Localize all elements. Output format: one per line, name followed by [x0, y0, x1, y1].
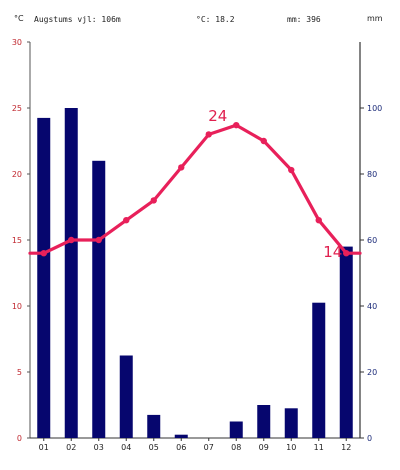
temperature-point [95, 236, 102, 244]
x-axis-ticks: 01 02 03 04 05 06 07 08 09 10 11 12 [39, 438, 351, 452]
temperature-point [260, 137, 267, 145]
x-tick-label: 07 [204, 443, 214, 452]
precipitation-bar [312, 302, 326, 438]
temperature-line-layer [28, 121, 362, 257]
x-tick-label: 05 [149, 443, 159, 452]
left-tick-label: 25 [12, 104, 22, 113]
precipitation-bar [92, 160, 106, 439]
precipitation-bar [174, 434, 188, 438]
annotations: 24 14 [208, 107, 342, 261]
x-tick-label: 01 [39, 443, 49, 452]
x-tick-label: 11 [314, 443, 324, 452]
temperature-point [233, 121, 240, 129]
x-tick-label: 08 [231, 443, 241, 452]
mean-temperature-label: °C: 18.2 [196, 15, 235, 24]
precipitation-bar [147, 414, 161, 438]
precipitation-bar [339, 246, 353, 438]
right-tick-label: 60 [367, 236, 377, 245]
x-tick-label: 10 [286, 443, 296, 452]
right-tick-label: 20 [367, 368, 377, 377]
x-tick-label: 02 [66, 443, 76, 452]
x-tick-label: 12 [341, 443, 351, 452]
precipitation-bar [284, 408, 298, 438]
temperature-line [28, 123, 362, 255]
precipitation-bar [257, 405, 271, 438]
precipitation-total-label: mm: 396 [287, 15, 321, 24]
temperature-point [178, 164, 185, 171]
temperature-point [315, 217, 322, 224]
right-axis-unit: mm [367, 14, 383, 23]
right-tick-label: 0 [367, 434, 372, 443]
temperature-point [150, 197, 157, 204]
precipitation-bar [229, 421, 243, 438]
left-tick-label: 20 [12, 170, 22, 179]
precipitation-bar [119, 355, 133, 438]
temperature-point [288, 166, 295, 174]
right-tick-label: 40 [367, 302, 377, 311]
x-tick-label: 03 [94, 443, 104, 452]
temperature-point [40, 250, 47, 257]
temperature-annotation: 24 [208, 107, 227, 125]
left-tick-label: 30 [12, 38, 22, 47]
temperature-point [205, 131, 212, 138]
precipitation-bar [64, 108, 78, 438]
altitude-label: Augstums vjl: 106m [34, 15, 121, 24]
temperature-point [343, 250, 350, 257]
right-tick-label: 80 [367, 170, 377, 179]
precipitation-bars [37, 108, 353, 439]
x-tick-label: 06 [176, 443, 186, 452]
x-tick-label: 09 [259, 443, 269, 452]
x-tick-label: 04 [121, 443, 131, 452]
temperature-point [123, 217, 130, 224]
left-axis-unit: °C [14, 14, 24, 23]
precipitation-bar [37, 117, 51, 439]
right-axis-ticks: 0 20 40 60 80 100 [360, 104, 382, 443]
left-tick-label: 5 [17, 368, 22, 377]
left-tick-label: 0 [17, 434, 22, 443]
left-tick-label: 10 [12, 302, 22, 311]
right-tick-label: 100 [367, 104, 382, 113]
left-tick-label: 15 [12, 236, 22, 245]
temperature-annotation: 14 [323, 243, 342, 261]
left-axis-ticks: 0 5 10 15 20 25 30 [12, 38, 30, 443]
temperature-point [68, 236, 75, 244]
